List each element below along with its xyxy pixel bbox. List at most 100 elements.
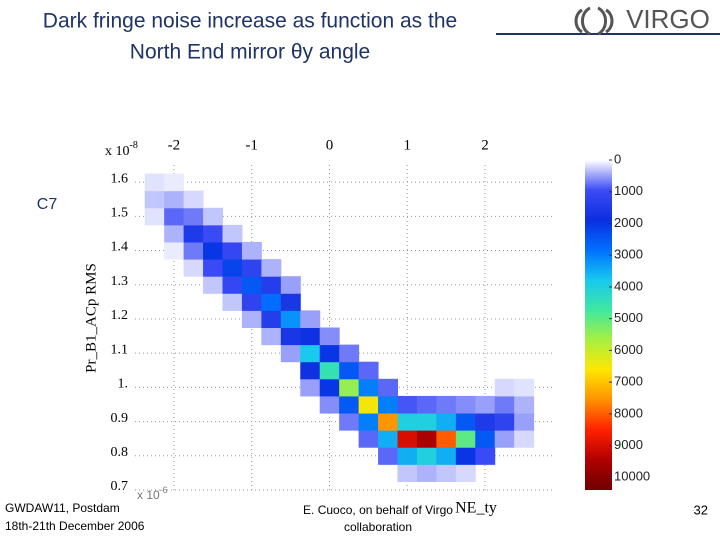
colorbar-tick-label: 7000 — [614, 374, 643, 389]
colorbar-tick-label: 6000 — [614, 342, 643, 357]
heatmap-cell — [397, 447, 418, 465]
heatmap-cell — [280, 310, 301, 328]
heatmap-cell — [319, 361, 340, 380]
heatmap-cell — [397, 464, 418, 482]
heatmap-cell — [319, 378, 340, 397]
heatmap-cell — [436, 430, 457, 448]
heatmap-cell — [319, 327, 340, 346]
y-tick-label: 1. — [118, 377, 129, 392]
x-multiplier: x 10-6 — [137, 485, 168, 502]
y-multiplier-base: x 10 — [105, 144, 130, 159]
heatmap-cell — [397, 430, 418, 448]
heatmap-cell — [475, 413, 496, 431]
x-tick-label: 0 — [326, 137, 334, 153]
x-tick-label: -1 — [245, 137, 258, 153]
colorbar-tick-label: 2000 — [614, 215, 643, 230]
x-multiplier-base: x 10 — [137, 488, 160, 502]
heatmap-cell — [203, 224, 223, 243]
heatmap-cell — [300, 310, 321, 328]
heatmap-cell — [378, 447, 398, 465]
heatmap-cell — [261, 259, 282, 277]
heatmap-cell — [261, 310, 282, 328]
heatmap-cell — [514, 413, 535, 431]
heatmap-cell — [280, 276, 301, 294]
heatmap-cell — [436, 395, 457, 414]
heatmap-cell — [222, 276, 243, 294]
heatmap-cell — [339, 361, 360, 380]
heatmap-cell — [241, 310, 262, 328]
colorbar-tick-label: 4000 — [614, 278, 643, 293]
y-tick-label: 1.6 — [111, 171, 129, 186]
heatmap-cell — [261, 276, 282, 294]
heatmap-cell — [494, 378, 515, 397]
y-tick-label: 0.8 — [111, 445, 129, 460]
colorbar-tick-label: 9000 — [614, 437, 643, 452]
footer-center: collaboration — [344, 520, 412, 534]
heatmap-cell — [241, 276, 262, 294]
heatmap-cell — [261, 293, 282, 311]
y-tick-label: 1.3 — [111, 274, 129, 289]
heatmap-cell — [339, 344, 360, 363]
heatmap-cell — [183, 207, 204, 226]
colorbar-tick-label: 1000 — [614, 183, 643, 198]
heatmap-cell — [164, 190, 185, 209]
heatmap-cell — [455, 430, 476, 448]
y-tick-label: 1.2 — [111, 308, 129, 323]
heatmap-cell — [222, 224, 243, 243]
heatmap-cell — [514, 430, 535, 448]
y-tick-label: 1.4 — [111, 240, 129, 255]
heatmap-cell — [241, 241, 262, 260]
tag: C7 — [37, 196, 58, 213]
heatmap-cell — [416, 464, 437, 482]
heatmap-cell — [397, 413, 418, 431]
heatmap-cell — [183, 190, 204, 209]
footer-left: 18th-21th December 2006 — [5, 519, 145, 533]
heatmap-cell — [300, 378, 321, 397]
slide-title: Dark fringe noise increase as function a… — [43, 10, 457, 33]
y-tick-label: 1.5 — [111, 206, 129, 221]
x-tick-label: 1 — [403, 137, 411, 153]
heatmap-cell — [455, 464, 476, 482]
heatmap-cell — [378, 413, 398, 431]
colorbar-tick-label: 3000 — [614, 247, 643, 262]
heatmap-cell — [203, 241, 223, 260]
heatmap-cell — [436, 447, 457, 465]
heatmap-cell — [164, 224, 185, 243]
heatmap-cell — [416, 430, 437, 448]
heatmap-cell — [358, 413, 379, 431]
colorbar — [585, 160, 612, 490]
page-number: 32 — [694, 502, 708, 517]
heatmap-cell — [397, 395, 418, 414]
heatmap-cell — [436, 413, 457, 431]
logo-text: VIRGO — [626, 4, 710, 34]
heatmap-cell — [280, 293, 301, 311]
heatmap-cell — [183, 241, 204, 260]
colorbar-tick-label: 0 — [614, 151, 621, 166]
heatmap-cell — [222, 293, 243, 311]
footer-center: E. Cuoco, on behalf of Virgo — [303, 503, 453, 517]
heatmap-cell — [241, 293, 262, 311]
heatmap-cell — [514, 395, 535, 414]
heatmap-cell — [222, 241, 243, 260]
heatmap-cell — [319, 395, 340, 414]
heatmap-cell — [241, 259, 262, 277]
x-axis-label: NE_ty — [455, 500, 497, 517]
heatmap-cell — [436, 464, 457, 482]
heatmap-cell — [203, 276, 223, 294]
heatmap-cell — [475, 395, 496, 414]
heatmap-cell — [494, 430, 515, 448]
heatmap-cell — [183, 259, 204, 277]
slide-title: North End mirror θy angle — [130, 41, 370, 64]
y-tick-label: 0.7 — [111, 479, 129, 494]
heatmap-cell — [378, 395, 398, 414]
heatmap-cell — [339, 413, 360, 431]
heatmap-cell — [319, 344, 340, 363]
heatmap-cell — [378, 378, 398, 397]
heatmap-cell — [144, 190, 165, 209]
y-tick-label: 1.1 — [111, 342, 129, 357]
colorbar-tick-label: 10000 — [614, 469, 650, 484]
heatmap-cell — [378, 430, 398, 448]
heatmap-cell — [358, 361, 379, 380]
heatmap-cell — [514, 378, 535, 397]
